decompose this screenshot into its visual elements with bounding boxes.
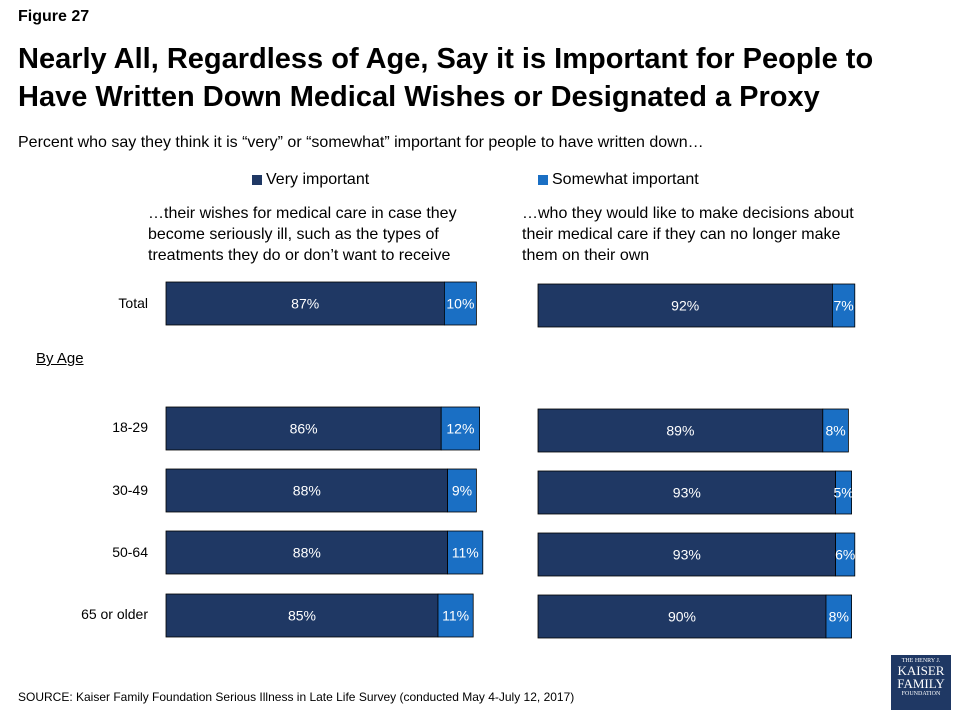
bar-panel2-30-49-somewhat-important [835,470,852,515]
bar-panel1-65-or-older-somewhat-important [437,593,474,638]
panel-1-heading: …their wishes for medical care in case t… [148,203,457,266]
panel-2-heading: …who they would like to make decisions a… [522,203,854,266]
legend-label-somewhat: Somewhat important [552,171,699,188]
bar-panel1-total-somewhat-important [443,281,477,326]
bar-panel1-total-very-important [165,281,445,326]
row-label-65-or-older: 65 or older [81,606,148,622]
data-label-panel2-18-29-somewhat-important: 8% [825,423,845,439]
title-line-1: Nearly All, Regardless of Age, Say it is… [18,43,874,75]
panel-2-heading-line: …who they would like to make decisions a… [522,205,854,222]
row-label-50-64: 50-64 [112,544,148,560]
data-label-panel2-50-64-somewhat-important: 6% [835,547,855,563]
bar-panel1-30-49-very-important [165,468,449,513]
data-label-panel1-30-49-very-important: 88% [293,483,321,499]
data-label-panel2-65-or-older-somewhat-important: 8% [829,609,849,625]
data-label-panel2-18-29-very-important: 89% [666,423,694,439]
row-label-total: Total [118,295,148,311]
data-label-panel2-total-somewhat-important: 7% [833,298,853,314]
logo-line-1: THE HENRY J. [901,658,941,664]
bar-panel1-50-64-very-important [165,530,449,575]
data-label-panel1-65-or-older-somewhat-important: 11% [442,608,469,624]
chart-title: Nearly All, Regardless of Age, Say it is… [18,40,948,116]
bar-panel1-30-49-somewhat-important [447,468,477,513]
bar-panel2-50-64-somewhat-important [835,532,856,577]
panel-2-heading-line: them on their own [522,247,650,264]
legend-item-very-important: Very important [252,171,369,189]
legend-label-very: Very important [266,171,370,188]
bar-panel2-total-very-important [537,283,833,328]
figure-label: Figure 27 [18,8,90,25]
bar-panel2-18-29-somewhat-important [822,408,849,453]
row-label-30-49: 30-49 [112,482,148,498]
logo-line-4: FOUNDATION [901,691,941,697]
logo-line-2: KAISER [897,663,945,678]
data-label-panel1-65-or-older-very-important: 85% [288,608,316,624]
logo-line-3: FAMILY [897,676,945,691]
panel-2-heading-line: their medical care if they can no longer… [522,226,841,243]
by-age-label: By Age [36,350,84,367]
bar-panel2-65-or-older-somewhat-important [825,594,853,639]
data-label-panel2-total-very-important: 92% [671,298,699,314]
data-label-panel1-50-64-somewhat-important: 11% [452,545,479,561]
bar-panel2-50-64-very-important [537,532,837,577]
source-note: SOURCE: Kaiser Family Foundation Serious… [18,690,575,704]
data-label-panel1-50-64-very-important: 88% [293,545,321,561]
bar-panel2-30-49-very-important [537,470,837,515]
data-label-panel1-total-very-important: 87% [291,296,319,312]
bar-panel2-65-or-older-very-important [537,594,827,639]
title-line-2: Have Written Down Medical Wishes or Desi… [18,81,820,113]
kff-logo: THE HENRY J. KAISER FAMILY FOUNDATION [891,655,951,710]
data-label-panel1-30-49-somewhat-important: 9% [452,483,472,499]
bar-panel2-total-somewhat-important [832,283,856,328]
bar-panel1-18-29-somewhat-important [440,406,481,451]
data-label-panel1-total-somewhat-important: 10% [446,296,474,312]
bar-panel1-65-or-older-very-important [165,593,439,638]
bar-panel1-18-29-very-important [165,406,442,451]
data-label-panel1-18-29-somewhat-important: 12% [446,421,474,437]
legend-swatch-somewhat [538,175,548,185]
bar-panel1-50-64-somewhat-important [447,530,484,575]
data-label-panel1-18-29-very-important: 86% [290,421,318,437]
legend-item-somewhat-important: Somewhat important [538,171,699,189]
panel-1-heading-line: become seriously ill, such as the types … [148,226,439,243]
data-label-panel2-50-64-very-important: 93% [673,547,701,563]
data-label-panel2-65-or-older-very-important: 90% [668,609,696,625]
row-label-18-29: 18-29 [112,419,148,435]
panel-1-heading-line: treatments they do or don’t want to rece… [148,247,451,264]
legend-swatch-very [252,175,262,185]
chart-subtitle: Percent who say they think it is “very” … [18,134,704,151]
panel-1-heading-line: …their wishes for medical care in case t… [148,205,457,222]
data-label-panel2-30-49-very-important: 93% [673,485,701,501]
data-label-panel2-30-49-somewhat-important: 5% [833,485,853,501]
